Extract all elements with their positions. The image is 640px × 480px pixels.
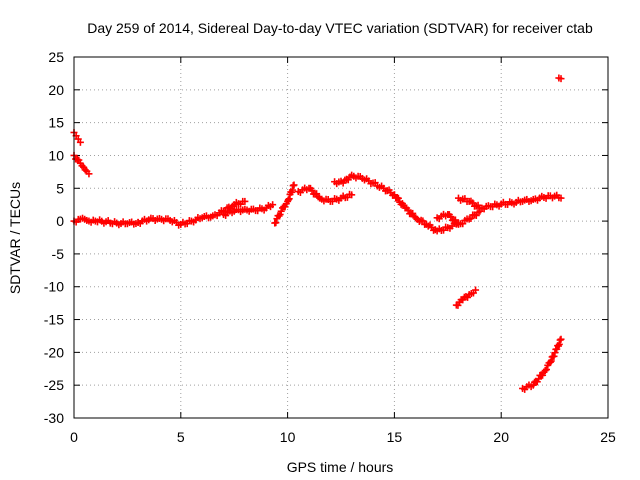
x-tick-label: 0 (70, 429, 78, 445)
data-point (557, 335, 565, 343)
data-point (272, 219, 280, 227)
series-point-22.8 (555, 74, 565, 83)
y-tick-label: -25 (44, 377, 64, 393)
data-point (269, 201, 277, 209)
y-axis-label: SDTVAR / TECUs (7, 182, 23, 294)
series-arc-main-7-9 (220, 201, 277, 219)
series-arc-morning-high-2 (70, 151, 93, 178)
data-point (557, 75, 565, 83)
series-arc-12-15 (331, 171, 398, 199)
data-point (539, 371, 547, 379)
ticks: 0 5 10 15 20 25 -30 -25 -20 -15 -10 -5 0 5 10 15 20 25 (44, 49, 616, 445)
data-points (70, 74, 565, 393)
x-tick-label: 25 (600, 429, 616, 445)
data-point (348, 191, 356, 199)
data-point (290, 181, 298, 189)
data-point (547, 357, 555, 365)
grid (74, 57, 608, 418)
data-point (555, 340, 563, 348)
data-point (275, 212, 283, 220)
data-point (85, 170, 93, 178)
y-tick-label: -30 (44, 410, 64, 426)
data-point (472, 286, 480, 294)
data-point (314, 193, 322, 201)
data-point (76, 138, 84, 146)
series-arc-10-13 (294, 184, 356, 205)
data-point (447, 213, 455, 221)
x-axis-label: GPS time / hours (287, 459, 394, 475)
data-point (557, 194, 565, 202)
y-tick-label: 15 (48, 115, 64, 131)
x-tick-label: 20 (493, 429, 509, 445)
series-arc-end-low (519, 335, 565, 393)
x-tick-label: 10 (280, 429, 296, 445)
data-point (285, 195, 293, 203)
y-tick-label: 0 (56, 213, 64, 229)
series-arc-main-0-3 (70, 214, 142, 229)
data-point (281, 203, 289, 211)
data-point (542, 366, 550, 374)
series-arc-morning-high-1 (70, 128, 84, 146)
y-tick-label: 10 (48, 147, 64, 163)
data-point (551, 349, 559, 357)
y-tick-label: -15 (44, 312, 64, 328)
data-point (546, 358, 554, 366)
data-point (404, 206, 412, 214)
series-arc-late-low (452, 286, 480, 309)
data-point (241, 197, 249, 205)
data-point (541, 367, 549, 375)
x-tick-label: 5 (177, 429, 185, 445)
data-point (284, 196, 292, 204)
series-arc-9-11 (271, 181, 298, 227)
series-arc-main-3-8 (134, 197, 249, 229)
series-arc-17-19 (433, 207, 484, 228)
data-point (550, 352, 558, 360)
x-tick-label: 15 (387, 429, 403, 445)
data-point (308, 186, 316, 194)
data-point (277, 207, 285, 215)
data-point (288, 186, 296, 194)
chart-title: Day 259 of 2014, Sidereal Day-to-day VTE… (87, 20, 593, 36)
series-arc-15-18 (390, 191, 462, 235)
y-tick-label: -10 (44, 279, 64, 295)
series-arc-18-23 (454, 191, 565, 213)
data-point (276, 210, 284, 218)
y-tick-label: 25 (48, 49, 64, 65)
y-tick-label: -20 (44, 344, 64, 360)
plot-frame (73, 56, 609, 419)
data-point (394, 194, 402, 202)
y-tick-label: 20 (48, 82, 64, 98)
y-tick-label: 5 (56, 180, 64, 196)
y-tick-label: -5 (52, 246, 65, 262)
